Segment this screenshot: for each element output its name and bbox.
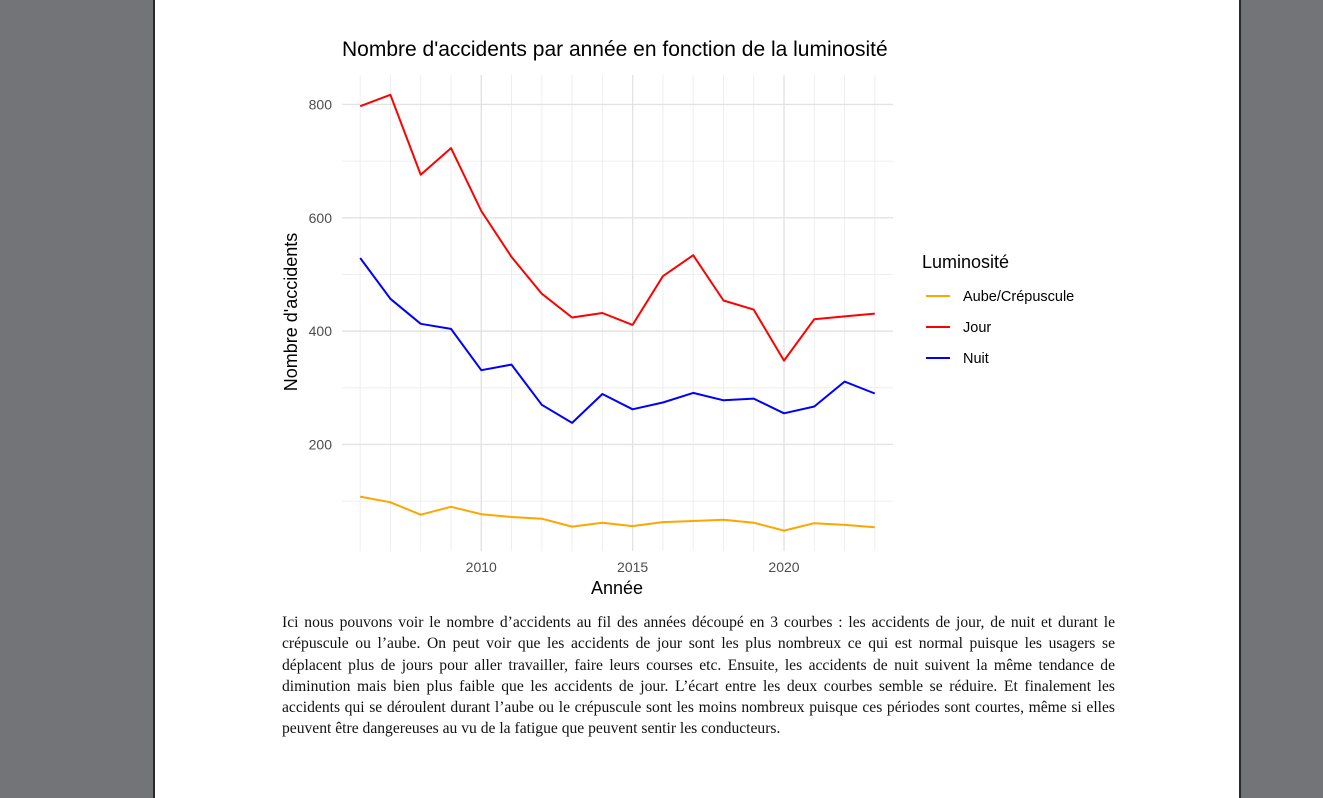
legend-items: Aube/Crépuscule Jour Nuit (926, 289, 1074, 367)
y-tick-labels: 200 400 600 800 (309, 96, 333, 452)
series-line-nuit (359, 257, 876, 424)
chart-series-lines (359, 93, 876, 532)
y-tick-label: 200 (309, 436, 333, 452)
y-tick-label: 600 (309, 210, 333, 226)
chart-grid (342, 75, 893, 551)
legend-label: Jour (963, 320, 991, 336)
y-tick-label: 800 (309, 96, 333, 112)
document-page (153, 0, 1241, 798)
x-tick-labels: 2010 2015 2020 (466, 559, 800, 575)
x-tick-label: 2015 (617, 559, 648, 575)
chart-title: Nombre d'accidents par année en fonction… (342, 38, 888, 61)
x-tick-label: 2020 (768, 559, 799, 575)
x-axis-label: Année (591, 578, 643, 598)
y-axis-label: Nombre d'accidents (281, 233, 301, 392)
chart-legend: Luminosité Aube/Crépuscule Jour Nuit (922, 252, 1074, 367)
x-tick-label: 2010 (466, 559, 497, 575)
accidents-line-chart: Nombre d'accidents par année en fonction… (281, 38, 1074, 598)
y-tick-label: 400 (309, 323, 333, 339)
series-line-aube-cr-puscule (360, 495, 875, 532)
explanatory-paragraph: Ici nous pouvons voir le nombre d’accide… (282, 614, 1115, 738)
legend-label: Nuit (963, 351, 989, 367)
legend-title: Luminosité (922, 252, 1009, 272)
legend-label: Aube/Crépuscule (963, 289, 1074, 305)
series-line-jour (359, 93, 875, 362)
